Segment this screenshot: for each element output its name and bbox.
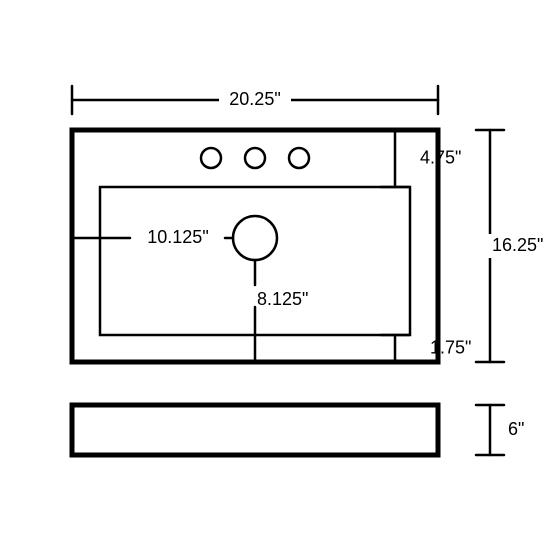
dim-height-right-label: 16.25" <box>492 235 543 255</box>
faucet-hole-2 <box>289 148 309 168</box>
dim-175-label: 1.75" <box>430 337 471 357</box>
dim-side-6-label: 6" <box>508 419 524 439</box>
dim-width-top-label: 20.25" <box>229 89 280 109</box>
dim-10125-label: 10.125" <box>147 227 208 247</box>
sink-side-rect <box>72 405 438 455</box>
sink-dimension-drawing: 20.25" 10.125" 8.125" 4.75" 1.75" 16.25" 6" <box>0 0 550 550</box>
faucet-hole-0 <box>201 148 221 168</box>
faucet-hole-1 <box>245 148 265 168</box>
dim-8125-label: 8.125" <box>257 289 308 309</box>
dim-475-label: 4.75" <box>420 147 461 167</box>
drain-hole <box>233 216 277 260</box>
